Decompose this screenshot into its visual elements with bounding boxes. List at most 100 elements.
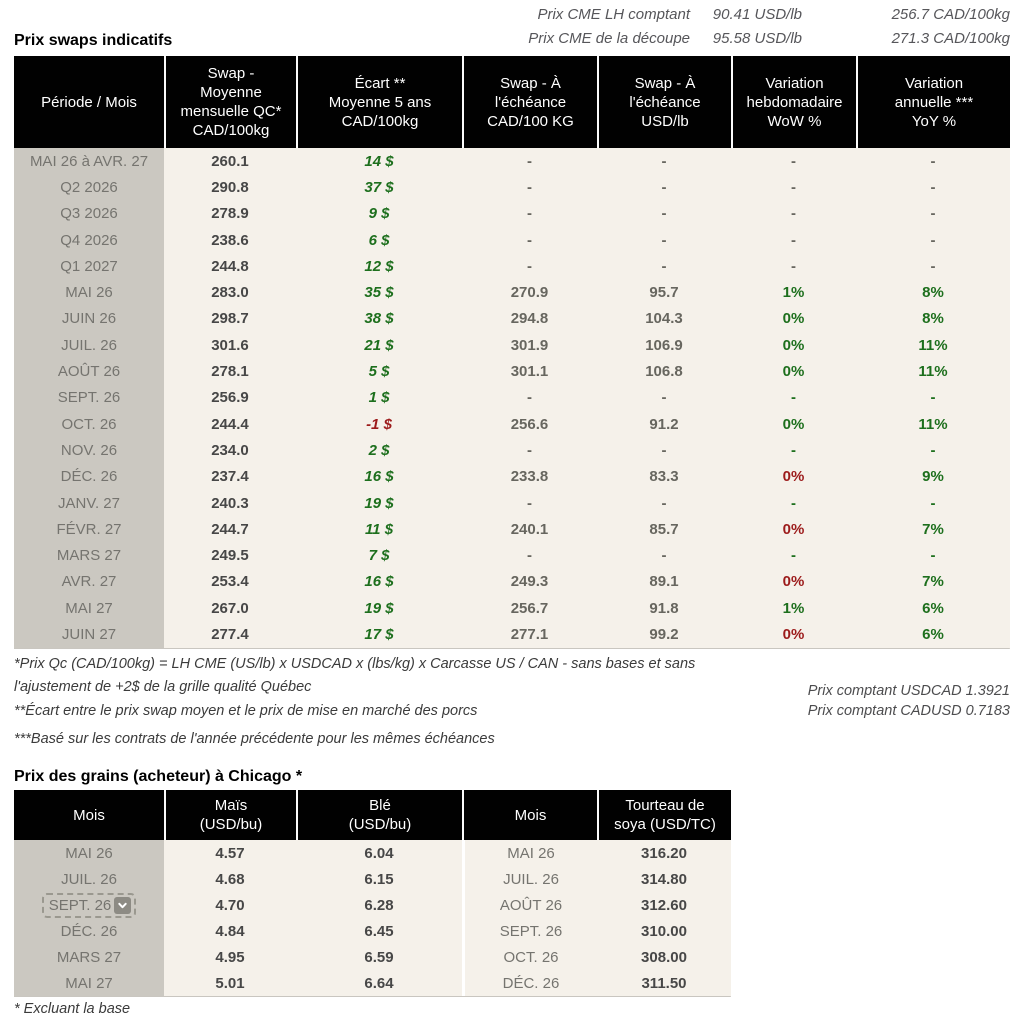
table-row: SEPT. 26 4.70 6.28 AOÛT 26 312.60: [14, 892, 731, 918]
yoy-cell: 11%: [856, 410, 1010, 438]
swap-avg-cell: 298.7: [164, 305, 296, 333]
wow-cell: -: [731, 437, 856, 464]
soymeal-cell: 311.50: [597, 970, 731, 996]
header-swap-avg: Swap - Moyenne mensuelle QC* CAD/100kg: [164, 56, 296, 148]
yoy-cell: -: [856, 384, 1010, 411]
table-row: MARS 27 249.5 7 $ - - - -: [14, 542, 1010, 569]
swap-usd-cell: -: [597, 148, 731, 175]
wheat-cell: 6.45: [296, 918, 462, 944]
yoy-cell: 11%: [856, 332, 1010, 359]
month-cell: SEPT. 26: [462, 918, 597, 944]
table-row: AVR. 27 253.4 16 $249.3 89.1 0% 7%: [14, 568, 1010, 596]
table-row: MAI 26 283.0 35 $270.9 95.7 1% 8%: [14, 279, 1010, 306]
footnotes: *Prix Qc (CAD/100kg) = LH CME (US/lb) x …: [14, 653, 1010, 747]
table-row: JANV. 27 240.3 19 $ - - - -: [14, 489, 1010, 517]
period-cell: Q3 2026: [14, 200, 164, 227]
period-cell: MARS 27: [14, 542, 164, 569]
wow-cell: 0%: [731, 568, 856, 596]
cme-cutout-usd-value: 95.58 USD/lb: [712, 30, 802, 47]
swap-avg-cell: 244.7: [164, 516, 296, 543]
wow-cell: 0%: [731, 410, 856, 438]
header-yoy: Variation annuelle *** YoY %: [856, 56, 1010, 148]
table-row: Q1 2027 244.8 12 $ - - - -: [14, 253, 1010, 280]
period-cell: AVR. 27: [14, 568, 164, 596]
period-cell: SEPT. 26: [14, 384, 164, 411]
table-row: MAI 27 5.01 6.64 DÉC. 26 311.50: [14, 970, 731, 996]
swap-usd-cell: -: [597, 174, 731, 201]
table-row: DÉC. 26 4.84 6.45 SEPT. 26 310.00: [14, 918, 731, 944]
swap-avg-cell: 238.6: [164, 226, 296, 254]
month-dropdown[interactable]: SEPT. 26: [41, 892, 137, 918]
swap-usd-cell: -: [597, 489, 731, 517]
month-cell: AOÛT 26: [462, 892, 597, 918]
yoy-cell: 8%: [856, 279, 1010, 306]
corn-cell: 4.95: [164, 944, 296, 970]
table-row: OCT. 26 244.4 -1 $256.6 91.2 0% 11%: [14, 410, 1010, 438]
wheat-cell: 6.15: [296, 866, 462, 892]
ecart-cell: 2 $: [296, 437, 462, 464]
swap-avg-cell: 244.8: [164, 253, 296, 280]
wow-cell: 0%: [731, 305, 856, 333]
soymeal-cell: 310.00: [597, 918, 731, 944]
ecart-cell: -1 $: [296, 410, 462, 438]
swap-avg-cell: 240.3: [164, 489, 296, 517]
period-cell: Q1 2027: [14, 253, 164, 280]
cme-lh-label: Prix CME LH comptant: [537, 6, 690, 23]
yoy-cell: 8%: [856, 305, 1010, 333]
swap-avg-cell: 249.5: [164, 542, 296, 569]
soymeal-cell: 316.20: [597, 840, 731, 866]
ecart-cell: 7 $: [296, 542, 462, 569]
fx-usdcad: Prix comptant USDCAD 1.3921: [807, 683, 1010, 699]
cme-lh-row: Prix CME LH comptant 90.41 USD/lb 256.7 …: [14, 6, 1010, 30]
yoy-cell: -: [856, 489, 1010, 517]
chevron-down-icon[interactable]: [114, 896, 132, 914]
header-swap-usd: Swap - À l'échéance USD/lb: [597, 56, 731, 148]
ecart-cell: 21 $: [296, 332, 462, 359]
swap-usd-cell: -: [597, 253, 731, 280]
ecart-cell: 16 $: [296, 463, 462, 490]
swap-usd-cell: 104.3: [597, 305, 731, 333]
swap-avg-cell: 244.4: [164, 410, 296, 438]
grain-table-header: Mois Maïs (USD/bu) Blé (USD/bu) Mois Tou…: [14, 790, 731, 840]
swap-usd-cell: -: [597, 226, 731, 254]
ecart-cell: 1 $: [296, 384, 462, 411]
yoy-cell: -: [856, 174, 1010, 201]
grain-table-title: Prix des grains (acheteur) à Chicago *: [14, 768, 303, 785]
swap-usd-cell: 106.9: [597, 332, 731, 359]
ecart-cell: 19 $: [296, 595, 462, 622]
yoy-cell: -: [856, 542, 1010, 569]
swap-cad-cell: 256.7: [462, 595, 597, 622]
swap-usd-cell: -: [597, 200, 731, 227]
yoy-cell: 9%: [856, 463, 1010, 490]
swap-cad-cell: 301.1: [462, 358, 597, 385]
wow-cell: 0%: [731, 358, 856, 385]
period-cell: MAI 26 à AVR. 27: [14, 148, 164, 175]
period-cell: Q4 2026: [14, 226, 164, 254]
table-row: NOV. 26 234.0 2 $ - - - -: [14, 437, 1010, 464]
swap-avg-cell: 260.1: [164, 148, 296, 175]
period-cell: Q2 2026: [14, 174, 164, 201]
swap-cad-cell: -: [462, 437, 597, 464]
swap-cad-cell: -: [462, 253, 597, 280]
yoy-cell: 6%: [856, 621, 1010, 648]
table-row: JUIN 27 277.4 17 $277.1 99.2 0% 6%: [14, 621, 1010, 648]
swap-cad-cell: 277.1: [462, 621, 597, 648]
period-cell: DÉC. 26: [14, 463, 164, 490]
swap-avg-cell: 301.6: [164, 332, 296, 359]
yoy-cell: -: [856, 200, 1010, 227]
swap-cad-cell: 270.9: [462, 279, 597, 306]
month-cell: JUIL. 26: [462, 866, 597, 892]
wow-cell: 0%: [731, 621, 856, 648]
table-row: MAI 26 à AVR. 27 260.1 14 $ - - - -: [14, 148, 1010, 175]
header-corn: Maïs (USD/bu): [164, 790, 296, 840]
header-swap-cad: Swap - À l'échéance CAD/100 KG: [462, 56, 597, 148]
soymeal-cell: 314.80: [597, 866, 731, 892]
header-month-left: Mois: [73, 806, 105, 824]
period-cell: JUIN 27: [14, 621, 164, 648]
month-cell: MAI 26: [462, 840, 597, 866]
table-row: SEPT. 26 256.9 1 $ - - - -: [14, 384, 1010, 411]
wow-cell: -: [731, 384, 856, 411]
yoy-cell: -: [856, 253, 1010, 280]
swap-cad-cell: 294.8: [462, 305, 597, 333]
swap-usd-cell: 85.7: [597, 516, 731, 543]
